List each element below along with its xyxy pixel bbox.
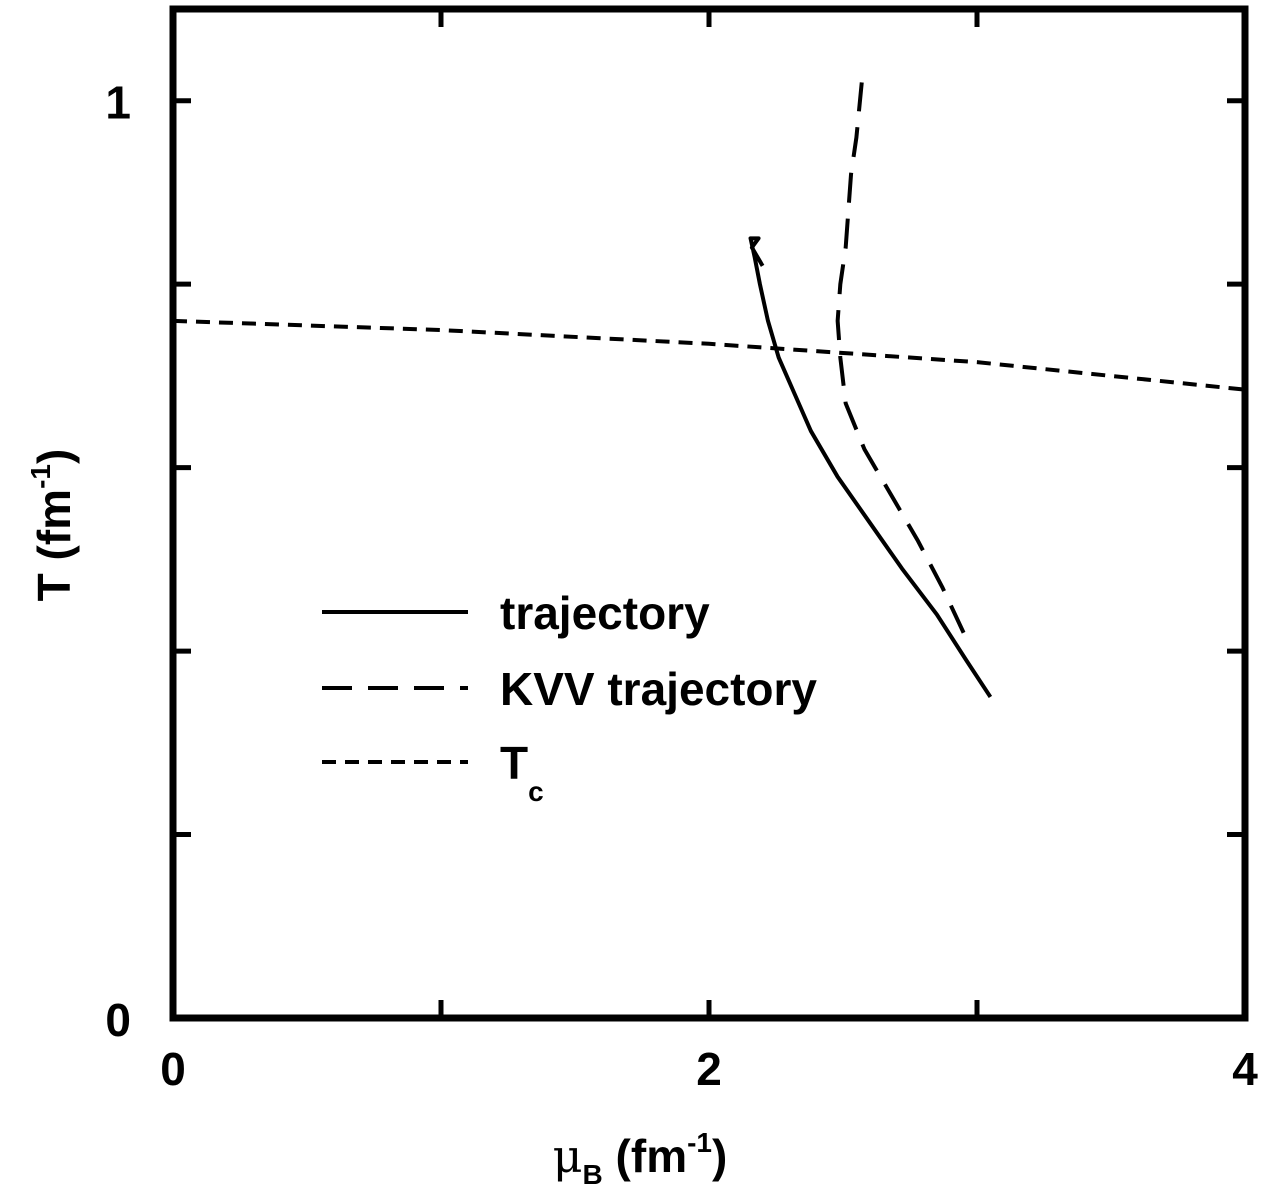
x-axis-symbol: μ (553, 1129, 583, 1183)
y-axis-text: T (fm (28, 489, 80, 601)
axis-ticks (173, 9, 1245, 1018)
series-line (835, 82, 966, 634)
x-tick-label: 4 (1232, 1043, 1258, 1095)
data-series (172, 82, 1246, 699)
x-axis-unit: (fm (603, 1130, 687, 1182)
y-tick-label: 0 (105, 994, 131, 1046)
legend-label-subscript: c (528, 776, 544, 807)
y-axis-close: ) (28, 449, 80, 464)
y-axis-label: T (fm-1) (25, 449, 80, 602)
x-axis-symbol-subscript: B (583, 1159, 603, 1190)
series-line (748, 236, 993, 699)
legend: trajectory KVV trajectory Tc (322, 587, 817, 807)
x-axis-unit-superscript: -1 (687, 1127, 712, 1158)
legend-label: Tc (500, 737, 544, 807)
legend-label: trajectory (500, 587, 710, 639)
x-tick-label: 2 (696, 1043, 722, 1095)
legend-label: KVV trajectory (500, 663, 817, 715)
axis-tick-labels: 0 2 4 0 1 (105, 77, 1258, 1095)
x-axis-unit-close: ) (712, 1130, 727, 1182)
x-tick-label: 0 (160, 1043, 186, 1095)
x-axis-label: μB (fm-1) (553, 1127, 728, 1190)
y-axis-superscript: -1 (25, 464, 56, 489)
plot-frame (169, 5, 1249, 1022)
series-line (172, 318, 1246, 392)
y-tick-label: 1 (105, 77, 131, 129)
